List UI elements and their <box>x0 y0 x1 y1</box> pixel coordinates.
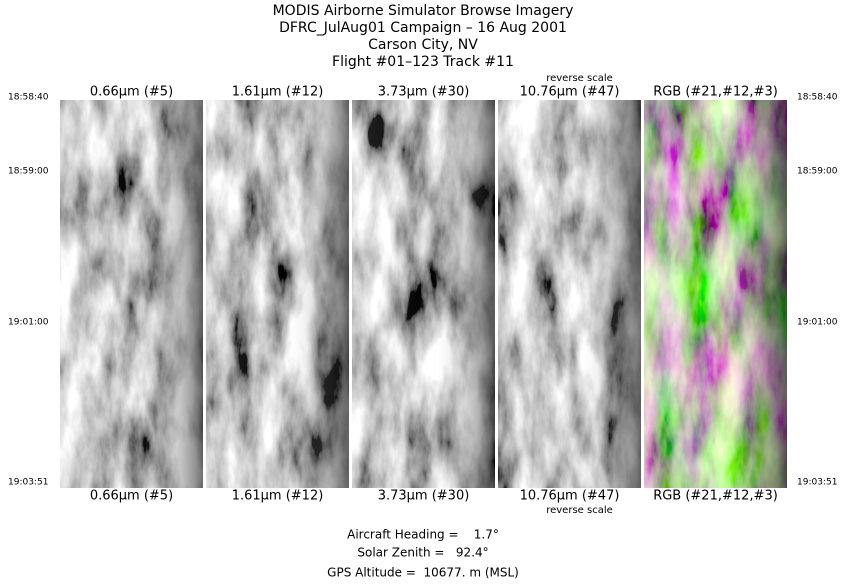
panel-label: 0.66μm (#5) <box>90 489 173 504</box>
panel-shade <box>498 100 641 488</box>
time-label: 19:03:51 <box>797 478 837 488</box>
time-label: 19:03:51 <box>8 478 48 488</box>
panel-shade <box>206 100 349 488</box>
panel-shade <box>60 100 203 488</box>
panel-label: 3.73μm (#30) <box>378 489 470 504</box>
title-line: MODIS Airborne Simulator Browse Imagery <box>273 3 574 19</box>
panel-label: 10.76μm (#47) <box>520 489 620 504</box>
footer-line: Aircraft Heading = 1.7° <box>347 528 499 542</box>
time-label: 18:58:40 <box>797 93 838 103</box>
footer-line: GPS Altitude = 10677. m (MSL) <box>327 566 519 580</box>
time-label: 19:01:00 <box>8 318 49 328</box>
time-label: 19:01:00 <box>797 318 838 328</box>
panel-label: 1.61μm (#12) <box>232 489 324 504</box>
panel-note: reverse scale <box>546 505 613 516</box>
time-label: 18:59:00 <box>797 167 838 177</box>
title-line: DFRC_JulAug01 Campaign – 16 Aug 2001 <box>279 20 567 36</box>
panel-shade <box>352 100 495 488</box>
panel-shade <box>644 100 787 488</box>
panel-label: 0.66μm (#5) <box>90 85 173 100</box>
panel-label: RGB (#21,#12,#3) <box>653 85 778 100</box>
title-line: Carson City, NV <box>368 37 478 53</box>
title-line: Flight #01–123 Track #11 <box>332 54 514 70</box>
panel-label: 3.73μm (#30) <box>378 85 470 100</box>
panel-label: RGB (#21,#12,#3) <box>653 489 778 504</box>
panel-label: 1.61μm (#12) <box>232 85 324 100</box>
time-label: 18:59:00 <box>8 167 49 177</box>
panel-label: 10.76μm (#47) <box>520 85 620 100</box>
panel-note: reverse scale <box>546 73 613 84</box>
footer-line: Solar Zenith = 92.4° <box>357 546 488 560</box>
time-label: 18:58:40 <box>8 93 49 103</box>
